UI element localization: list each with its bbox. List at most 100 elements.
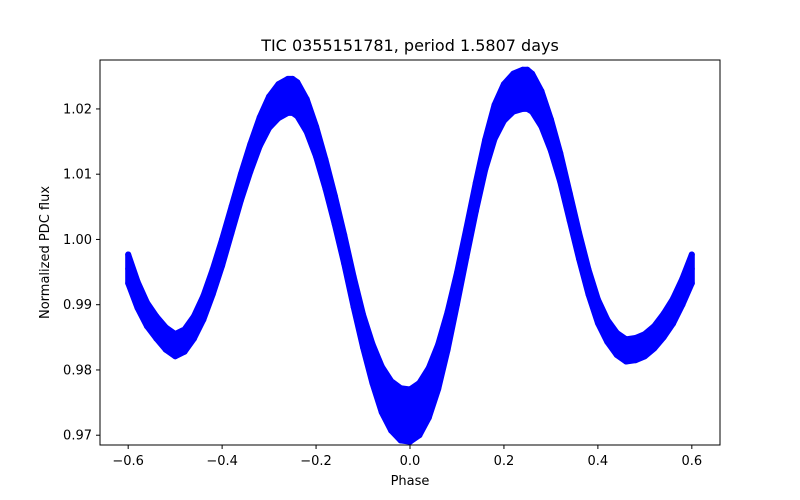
data-point [679,288,686,295]
data-point [341,246,348,253]
y-tick-label: 0.98 [63,363,92,378]
x-axis: −0.6 −0.4 −0.2 0.0 0.2 0.4 0.6 [112,445,702,469]
data-point [388,427,395,434]
data-point [378,386,385,393]
data-point [500,117,507,124]
x-tick-label: 0.0 [400,454,421,469]
data-point [369,360,376,367]
data-point [688,265,695,272]
data-point [491,119,498,125]
chart-title: TIC 0355151781, period 1.5807 days [260,36,559,55]
data-point [585,291,592,298]
data-point [181,326,188,333]
data-point [613,329,620,336]
data-point [228,203,235,210]
data-point [228,229,235,236]
data-point [162,346,169,353]
data-point [529,89,536,96]
data-point [641,342,648,349]
data-point [524,105,531,112]
data-point [529,70,536,77]
data-point [444,308,451,315]
data-point [209,291,216,298]
data-point [576,229,583,236]
data-point [360,311,366,318]
data-point [491,102,498,108]
data-point [472,179,479,186]
data-point [623,358,630,365]
data-point [200,316,207,323]
data-point [322,171,329,178]
data-point [688,280,695,287]
data-point [125,251,132,258]
x-tick-label: −0.4 [206,454,238,469]
data-point [547,116,554,123]
data-point [360,344,366,351]
y-tick-label: 1.02 [63,102,92,117]
x-tick-label: 0.4 [588,454,609,469]
x-tick-label: 0.2 [494,454,515,469]
data-point [435,363,442,370]
data-point [378,363,385,370]
data-point [313,123,320,130]
data-point [576,256,583,262]
data-point [247,154,254,161]
data-point [557,164,564,171]
data-point [350,288,357,295]
data-point [350,303,357,310]
data-point [491,136,498,142]
data-point [219,249,226,256]
data-point [482,151,489,158]
data-point [547,147,554,154]
data-point [651,334,658,341]
y-axis-label: Normalized PDC flux [38,186,53,319]
data-point [641,331,648,338]
data-point [510,108,517,115]
data-point [594,296,601,303]
data-point [529,108,536,115]
data-point [190,335,197,342]
data-point [547,132,554,138]
data-point [284,109,291,116]
data-point [266,109,273,116]
data-point [181,348,188,355]
data-point [294,113,301,120]
data-point [425,389,432,396]
data-point [425,414,432,421]
data-layer [125,66,695,445]
data-point [576,243,583,249]
data-point [566,203,573,210]
x-tick-label: 0.6 [681,454,702,469]
data-point [144,299,150,306]
data-point [444,346,451,353]
data-point [660,310,667,317]
y-tick-label: 0.99 [63,298,92,313]
data-point [463,239,470,246]
data-point [500,99,507,106]
data-point [604,338,611,345]
data-point [219,236,226,243]
data-point [604,327,611,334]
data-point [604,316,611,323]
data-point [679,301,686,308]
data-point [200,305,207,311]
data-point [524,66,531,73]
data-point [670,320,676,327]
y-tick-label: 1.00 [63,233,92,248]
data-point [237,197,244,204]
data-point [660,334,667,341]
data-point [416,432,423,439]
data-point [144,323,150,330]
data-point [331,207,338,214]
data-point [322,185,329,192]
data-point [538,105,545,112]
data-point [425,365,432,371]
data-point [472,194,479,200]
data-point [510,70,517,77]
data-point [407,438,413,445]
data-point [266,93,273,100]
data-point [256,114,263,121]
data-point [237,171,244,178]
data-point [172,353,179,360]
data-point [519,66,526,73]
